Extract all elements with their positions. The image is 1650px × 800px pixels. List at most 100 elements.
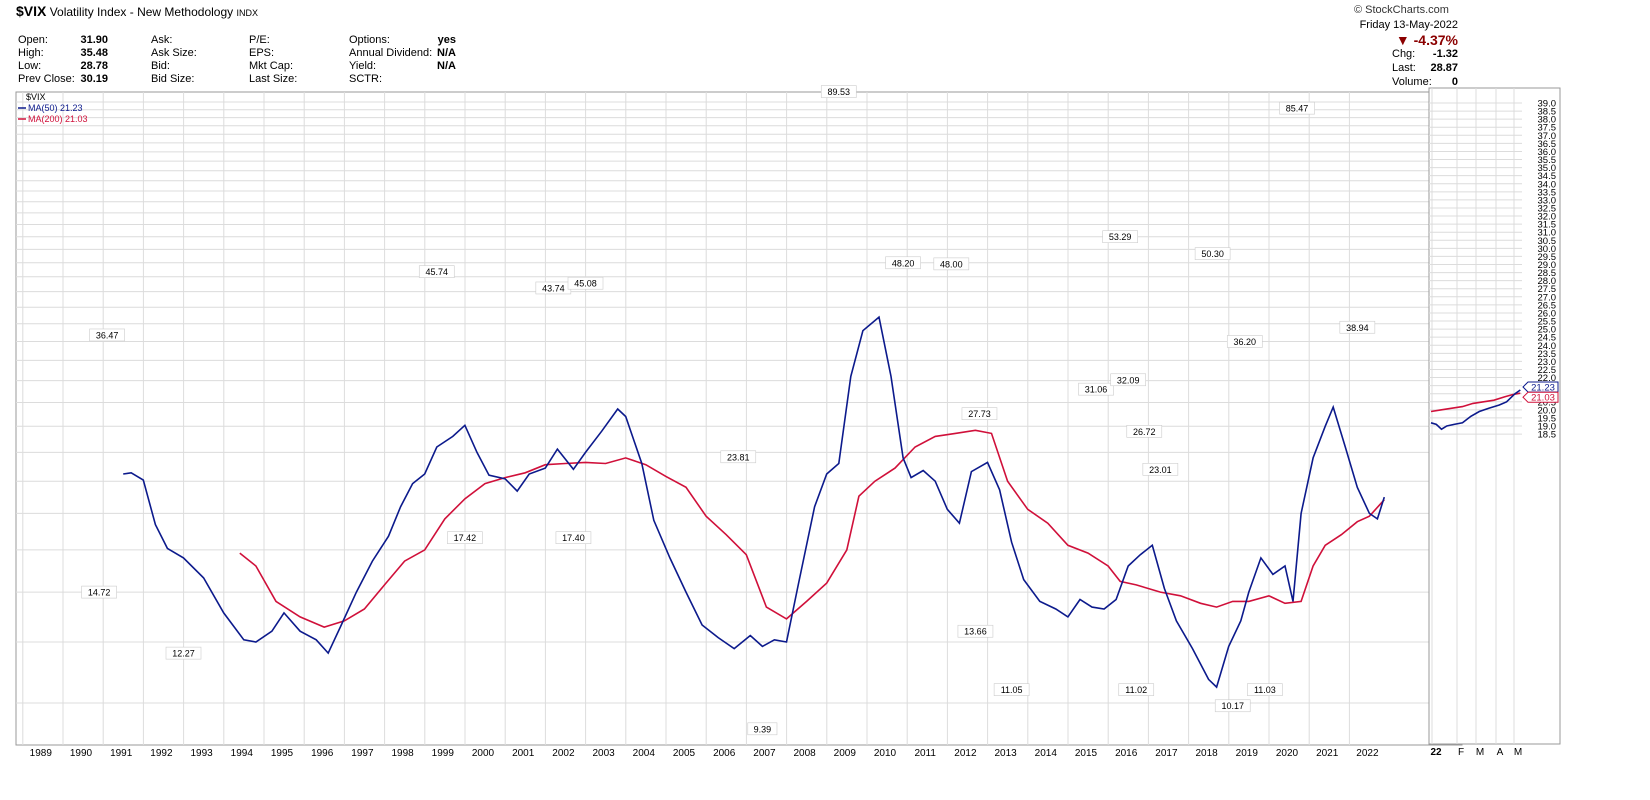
symbol: $VIX [16, 3, 47, 19]
x-tick-label: 2017 [1155, 748, 1178, 759]
mini-y-tick-label: 19.0 [1538, 422, 1557, 433]
x-tick-label: 2005 [673, 748, 696, 759]
annotation-box [820, 85, 857, 98]
annotation-box [89, 328, 125, 342]
x-tick-label: 2012 [954, 748, 977, 759]
x-tick-label: 2016 [1115, 748, 1138, 759]
mini-y-tick-label: 33.5 [1538, 187, 1557, 198]
mini-y-tick-label: 29.5 [1538, 252, 1557, 263]
annotation-box [418, 265, 455, 278]
annotation-label: 38.94 [1346, 323, 1369, 333]
security-name: Volatility Index - New Methodology [49, 5, 234, 19]
mini-last-label: 21.23 [1531, 382, 1555, 393]
annotation-label: 32.09 [1117, 375, 1140, 385]
annotation-box [1194, 247, 1231, 260]
pct-change: ▼ -4.37% [1395, 32, 1458, 48]
x-tick-label: 1992 [150, 748, 173, 759]
label-volume: Volume: [1392, 76, 1432, 88]
annotation-box [747, 722, 778, 736]
mini-y-tick-label: 27.0 [1538, 292, 1557, 303]
x-tick-label: 2004 [633, 748, 656, 759]
x-tick-label: 2021 [1316, 748, 1339, 759]
annotation-label: 11.05 [1001, 685, 1023, 695]
mini-y-tick-label: 36.5 [1538, 139, 1557, 150]
x-tick-label: 2022 [1356, 748, 1379, 759]
mini-x-tick-label: M [1514, 747, 1522, 758]
label-high: High: [18, 47, 44, 59]
mini-y-tick-label: 34.5 [1538, 171, 1557, 182]
annotation-label: 23.81 [727, 452, 750, 462]
x-tick-label: 1994 [231, 748, 254, 759]
mini-y-tick-label: 20.0 [1538, 405, 1557, 416]
annotation-label: 36.20 [1234, 337, 1257, 347]
annotation-label: 85.47 [1286, 104, 1309, 114]
x-tick-label: 2013 [994, 748, 1017, 759]
annotation-box [1339, 320, 1376, 334]
mini-series-line [1430, 392, 1521, 413]
mini-series-line [1430, 389, 1521, 431]
annotation-box [885, 256, 921, 270]
mini-y-tick-label: 35.0 [1538, 163, 1557, 174]
value-last: 28.87 [1430, 62, 1458, 74]
mini-y-tick-label: 30.0 [1538, 244, 1557, 255]
mini-y-tick-label: 26.0 [1538, 308, 1557, 319]
x-tick-label: 2003 [592, 748, 615, 759]
mini-y-tick-label: 23.0 [1538, 357, 1557, 368]
mini-y-tick-label: 37.0 [1538, 131, 1557, 142]
mini-last-label: 21.03 [1531, 393, 1555, 404]
value-annual-dividend: N/A [437, 47, 456, 59]
annotation-label: 53.29 [1109, 232, 1132, 242]
annotation-label: 45.08 [574, 279, 597, 289]
annotation-box [1142, 462, 1179, 476]
annotation-box [961, 407, 998, 420]
x-tick-label: 1999 [432, 748, 455, 759]
value-options: yes [437, 34, 456, 46]
mini-y-tick-label: 24.5 [1538, 333, 1557, 344]
mini-y-tick-label: 25.0 [1538, 325, 1557, 336]
value-prev-close: 30.19 [80, 73, 108, 85]
mini-y-tick-label: 31.5 [1538, 220, 1557, 231]
annotation-label: 17.42 [454, 533, 477, 543]
x-tick-label: 2018 [1195, 748, 1218, 759]
mini-y-tick-label: 23.5 [1538, 349, 1557, 360]
mini-y-tick-label: 36.0 [1538, 147, 1557, 158]
mini-x-tick-label: M [1476, 747, 1484, 758]
x-tick-label: 1990 [70, 748, 93, 759]
label-annual-dividend: Annual Dividend: [349, 47, 433, 59]
annotation-label: 11.02 [1125, 685, 1147, 695]
value-open: 31.90 [80, 34, 108, 46]
mini-y-tick-label: 19.5 [1538, 413, 1557, 424]
mini-y-tick-label: 20.5 [1538, 397, 1557, 408]
annotation-box [993, 683, 1030, 696]
mini-y-tick-label: 24.0 [1538, 341, 1557, 352]
x-tick-label: 1991 [110, 748, 133, 759]
label-prev-close: Prev Close: [18, 73, 75, 85]
annotation-box [555, 531, 592, 545]
watermark: © StockCharts.com [1354, 4, 1449, 16]
label-bid-size: Bid Size: [151, 73, 195, 85]
mini-y-tick-label: 38.0 [1538, 115, 1557, 126]
x-tick-label: 2010 [874, 748, 897, 759]
annotation-label: 89.53 [827, 87, 850, 97]
mini-y-tick-label: 28.0 [1538, 276, 1557, 287]
mini-y-tick-label: 22.5 [1538, 365, 1557, 376]
annotation-label: 17.40 [562, 533, 585, 543]
x-tick-label: 1998 [391, 748, 414, 759]
x-tick-label: 2019 [1236, 748, 1259, 759]
mini-y-tick-label: 35.5 [1538, 155, 1557, 166]
label-pe: P/E: [249, 34, 270, 46]
mini-y-tick-label: 34.0 [1538, 179, 1557, 190]
annotation-box [1110, 373, 1146, 387]
x-tick-label: 2000 [472, 748, 495, 759]
x-tick-label: 1997 [351, 748, 374, 759]
annotation-label: 48.00 [940, 259, 963, 269]
annotation-label: 13.66 [964, 627, 987, 637]
annotation-box [447, 531, 483, 545]
annotation-label: 12.27 [172, 649, 195, 659]
mini-y-tick-label: 26.5 [1538, 300, 1557, 311]
x-tick-label: 2006 [713, 748, 736, 759]
label-last-size: Last Size: [249, 73, 298, 85]
mini-y-tick-label: 27.5 [1538, 284, 1557, 295]
annotation-box [1247, 683, 1283, 696]
annotation-label: 10.17 [1221, 701, 1244, 711]
